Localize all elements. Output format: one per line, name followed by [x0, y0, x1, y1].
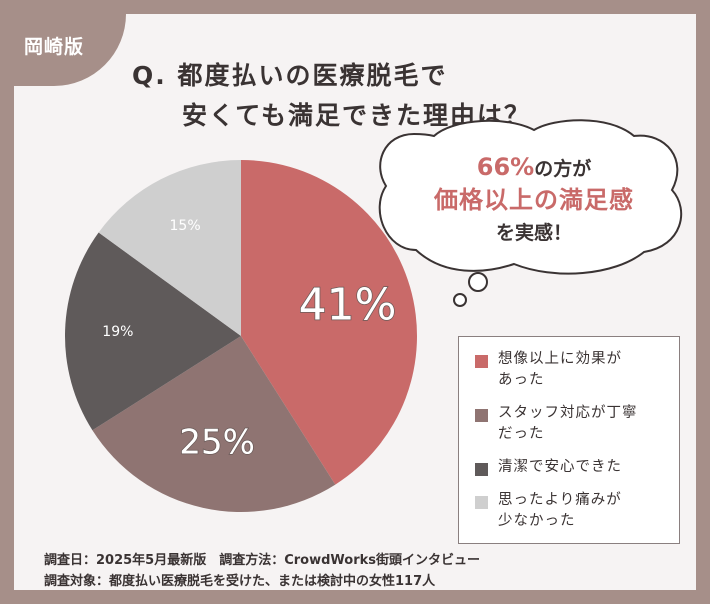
callout-line2: 価格以上の満足感 — [434, 186, 634, 214]
legend-label: 思ったより痛みが 少なかった — [498, 492, 622, 529]
region-tag-label: 岡崎版 — [24, 36, 85, 58]
survey-card: 岡崎版 Q. 都度払いの医療脱毛で 安くても満足できた理由は？ 66%の方が 価… — [14, 14, 696, 590]
legend-item: スタッフ対応が丁寧 だった — [475, 403, 667, 445]
callout-text: 66%の方が 価格以上の満足感 を実感！ — [384, 152, 684, 249]
legend-item: 思ったより痛みが 少なかった — [475, 490, 667, 532]
legend-swatch — [475, 496, 488, 509]
callout-percent: 66% — [476, 153, 535, 181]
legend-label: 想像以上に効果が あった — [498, 351, 622, 388]
pie-slice-label: 25% — [179, 422, 255, 462]
pie-slice — [98, 160, 241, 336]
callout-line1: の方が — [534, 158, 592, 180]
speech-bubble-shape — [378, 119, 683, 307]
question-title-line1: Q. 都度払いの医療脱毛で — [132, 61, 448, 90]
question-title: Q. 都度払いの医療脱毛で 安くても満足できた理由は？ — [132, 56, 672, 136]
pie-slice — [65, 232, 241, 431]
legend-label: 清潔で安心できた — [498, 459, 622, 475]
pie-chart: 41% 25% 19% 15% — [65, 160, 417, 512]
legend-swatch — [475, 355, 488, 368]
pie-slice-label: 15% — [170, 218, 201, 234]
callout-line3: を実感！ — [495, 222, 572, 244]
legend-swatch — [475, 463, 488, 476]
pie-slice — [241, 160, 417, 485]
survey-footnote: 調査日：2025年5月最新版 調査方法：CrowdWorks街頭インタビュー 調… — [44, 550, 480, 590]
legend-item: 清潔で安心できた — [475, 457, 667, 478]
legend-item: 想像以上に効果が あった — [475, 349, 667, 391]
pie-slice-label: 19% — [102, 324, 133, 340]
legend-label: スタッフ対応が丁寧 だった — [498, 405, 638, 442]
legend-swatch — [475, 409, 488, 422]
pie-slice-label: 41% — [299, 280, 397, 331]
chart-legend: 想像以上に効果が あった スタッフ対応が丁寧 だった 清潔で安心できた 思ったよ… — [458, 336, 680, 544]
pie-slice — [92, 336, 336, 512]
footnote-line1: 調査日：2025年5月最新版 調査方法：CrowdWorks街頭インタビュー — [44, 553, 481, 568]
footnote-line2: 調査対象：都度払い医療脱毛を受けた、または検討中の女性117人 — [44, 574, 436, 589]
